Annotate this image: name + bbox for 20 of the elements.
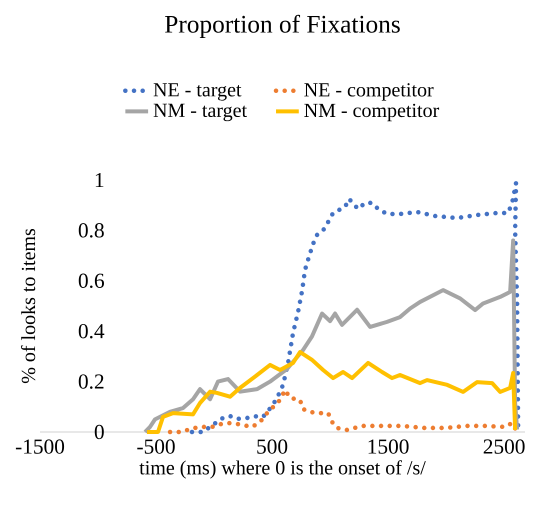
- y-tick-label: 0.4: [78, 324, 104, 338]
- legend-label: NE - competitor: [304, 83, 434, 101]
- legend-label: NE - target: [154, 83, 242, 101]
- legend-label: NM - competitor: [304, 104, 440, 122]
- x-axis-title: time (ms) where 0 is the onset of /s/: [139, 460, 426, 479]
- x-tick-label: 1500: [368, 439, 409, 454]
- chart-title: Proportion of Fixations: [165, 14, 400, 38]
- x-tick-label: -1500: [16, 439, 64, 454]
- y-axis-title: % of looks to items: [20, 228, 36, 384]
- y-tick-label: 0.6: [78, 274, 104, 288]
- y-tick-label: 0.8: [78, 223, 104, 238]
- x-tick-label: 500: [257, 439, 288, 454]
- line-series: [190, 180, 520, 434]
- y-tick-label: 0.2: [78, 374, 104, 389]
- x-tick-label: -500: [137, 439, 175, 454]
- line-series: [144, 350, 518, 434]
- y-tick-label: 1: [96, 172, 104, 188]
- x-tick-label: 2500: [484, 439, 525, 454]
- y-tick-label: 0: [94, 424, 104, 440]
- legend-label: NM - target: [154, 104, 247, 122]
